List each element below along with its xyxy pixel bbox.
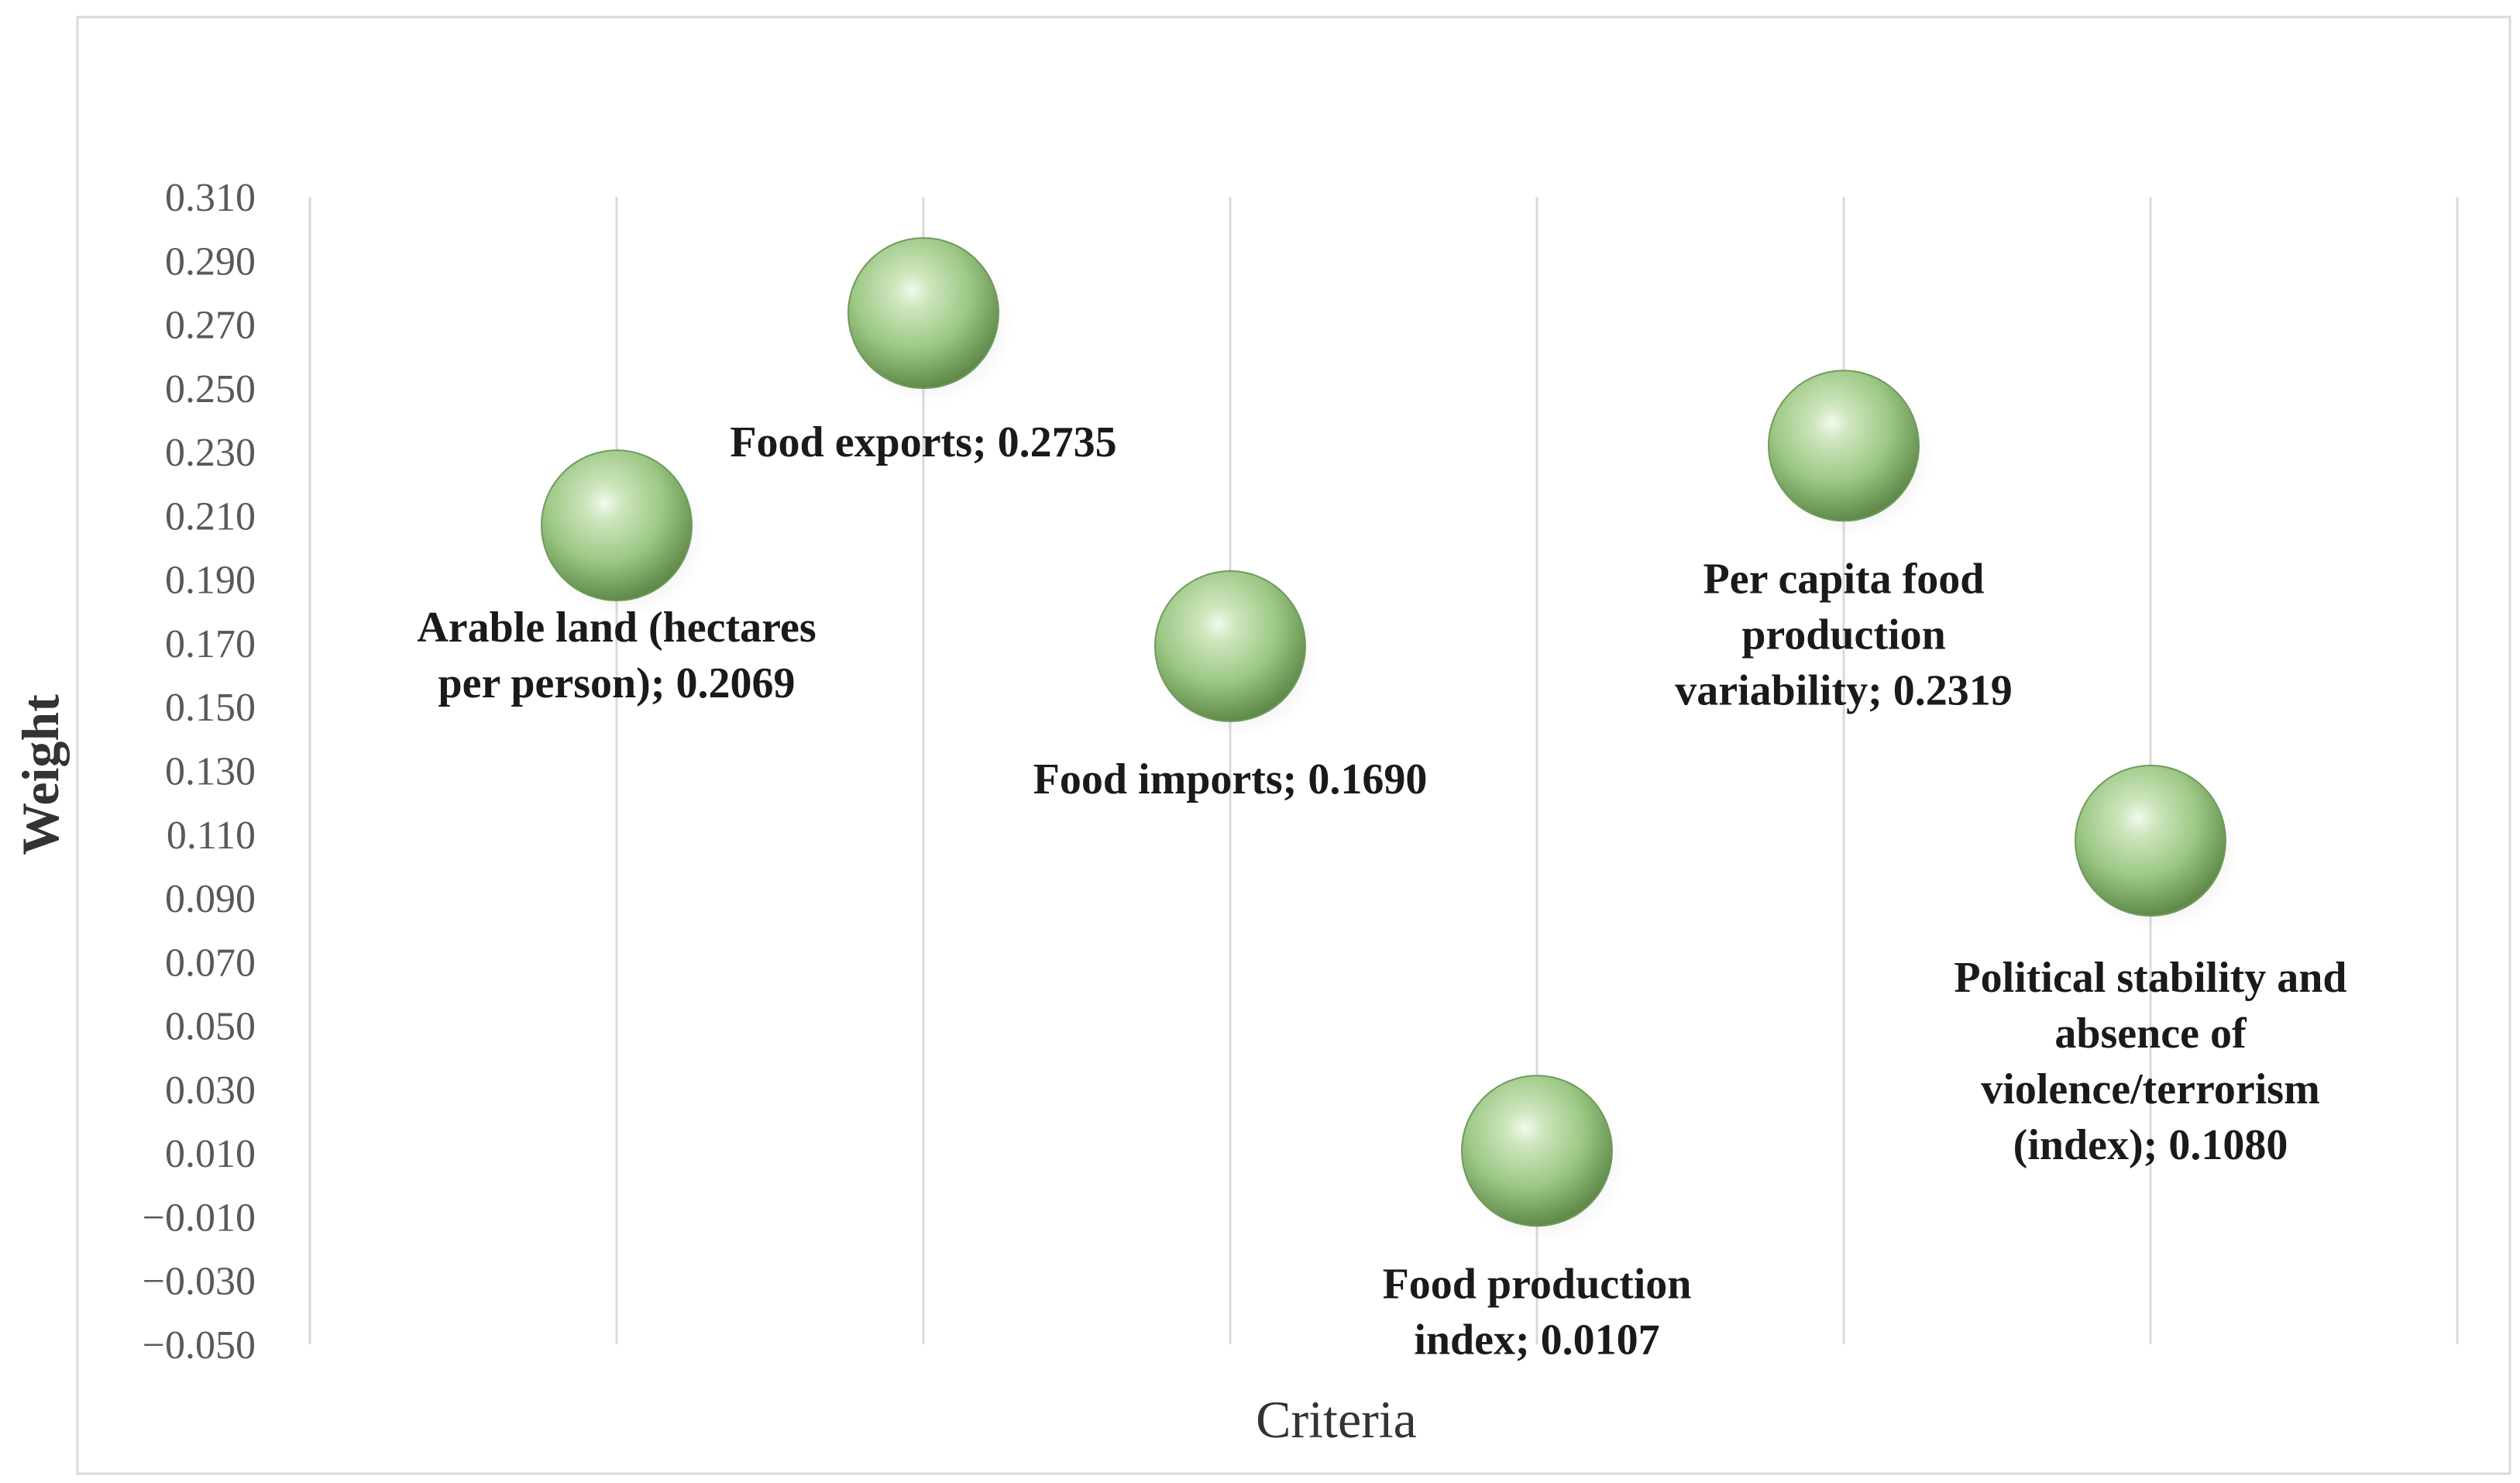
data-point: [1461, 1075, 1613, 1227]
y-axis-tick-labels: −0.050 −0.030 −0.010 0.010 0.030 0.050 0.070 0.…: [143, 176, 256, 1368]
y-tick-label: −0.050: [143, 1323, 256, 1368]
data-point: [2075, 765, 2226, 917]
y-tick-label: 0.050: [165, 1005, 256, 1049]
data-point: [1154, 570, 1306, 723]
data-label: Food imports; 0.1690: [1033, 755, 1428, 803]
y-tick-label: 0.030: [165, 1068, 256, 1113]
y-tick-label: −0.010: [143, 1196, 256, 1240]
y-tick-label: 0.210: [165, 494, 256, 538]
data-point: [847, 237, 999, 390]
data-label: Arable land (hectares per person); 0.2069: [417, 604, 816, 707]
y-tick-label: 0.310: [165, 176, 256, 220]
data-label: Food production index; 0.0107: [1383, 1260, 1692, 1364]
y-tick-label: 0.110: [167, 814, 256, 858]
data-point: [1768, 370, 1920, 522]
y-tick-label: 0.170: [165, 622, 256, 666]
y-tick-label: 0.230: [165, 431, 256, 475]
y-tick-label: 0.010: [165, 1132, 256, 1176]
chart-border: [76, 15, 2511, 1475]
data-label: Per capita food production variability; 0.…: [1675, 555, 2013, 714]
x-axis-label: Criteria: [1256, 1390, 1417, 1449]
data-label: Political stability and absence of violenc…: [1954, 954, 2346, 1169]
y-tick-label: −0.030: [143, 1260, 256, 1304]
y-tick-label: 0.150: [165, 686, 256, 730]
data-point: [541, 449, 693, 602]
data-label: Food exports; 0.2735: [730, 418, 1116, 466]
y-tick-label: 0.250: [165, 367, 256, 411]
y-tick-label: 0.090: [165, 877, 256, 921]
y-tick-label: 0.130: [165, 750, 256, 794]
y-tick-label: 0.270: [165, 304, 256, 348]
data-points: [539, 237, 2240, 1243]
y-tick-label: 0.070: [165, 941, 256, 985]
y-tick-label: 0.290: [165, 239, 256, 284]
y-tick-label: 0.190: [165, 559, 256, 603]
data-labels: Arable land (hectares per person); 0.2069…: [417, 418, 2346, 1364]
y-axis-label: Weight: [11, 694, 70, 855]
